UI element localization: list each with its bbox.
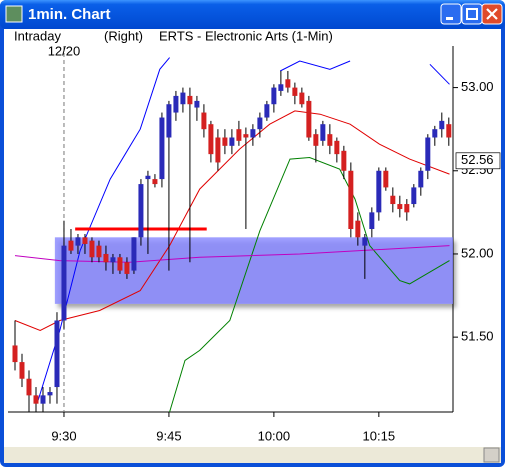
candle-body [243, 134, 249, 138]
candle-body [376, 170, 382, 213]
last-price-box [455, 152, 501, 170]
candle-body [166, 104, 172, 138]
candle-body [61, 245, 67, 321]
candle-body [355, 220, 361, 238]
y-tick-label: 53.00 [461, 79, 494, 94]
candle-body [40, 395, 46, 404]
window-title: 1min. Chart [28, 6, 111, 23]
candle-body [418, 170, 424, 188]
candle-body [320, 124, 326, 141]
candle-body [397, 204, 403, 210]
candle-body [12, 345, 18, 363]
indicator-line [14, 110, 450, 332]
candle-body [250, 129, 256, 138]
header-mode: Intraday [14, 28, 61, 43]
candle-body [215, 137, 221, 163]
separator-label: 12/20 [48, 43, 81, 58]
candle-body [138, 184, 144, 238]
candle-body [208, 124, 214, 155]
y-tick-label: 52.00 [461, 245, 494, 260]
candle-body [285, 79, 291, 88]
candle-body [110, 257, 116, 263]
last-price-label: 52.56 [461, 152, 494, 167]
close-button[interactable] [481, 3, 503, 25]
candle-body [89, 240, 95, 258]
candle-body [257, 117, 263, 130]
candle-body [152, 179, 158, 185]
window-icon [5, 5, 23, 23]
candle-body [236, 129, 242, 141]
candle-body [117, 257, 123, 271]
candle-body [159, 117, 165, 180]
x-tick-label: 10:00 [258, 428, 291, 443]
candle-body [439, 120, 445, 130]
candle-body [194, 100, 200, 108]
candle-body [201, 112, 207, 130]
candle-body [19, 362, 25, 379]
candle-body [264, 104, 270, 118]
indicator-line [37, 57, 450, 401]
indicator-line [169, 156, 450, 413]
header-symbol: ERTS - Electronic Arts (1-Min) [159, 28, 333, 43]
maximize-button[interactable] [461, 3, 483, 25]
candle-body [362, 237, 368, 246]
x-tick-label: 9:30 [51, 428, 76, 443]
candle-body [145, 175, 151, 180]
candle-body [47, 392, 53, 396]
x-tick-label: 9:45 [156, 428, 181, 443]
candle-body [131, 237, 137, 271]
candle-body [96, 245, 102, 258]
candle-body [103, 253, 109, 263]
candle-body [446, 124, 452, 138]
candle-body [26, 378, 32, 396]
candle-body [306, 100, 312, 138]
candle-body [222, 137, 228, 146]
header-side: (Right) [104, 28, 143, 43]
candle-body [75, 237, 81, 246]
candle-body [278, 84, 284, 91]
candle-body [82, 237, 88, 244]
candle-body [180, 92, 186, 105]
candle-body [68, 240, 74, 251]
candle-body [313, 134, 319, 146]
candle-body [390, 195, 396, 205]
candle-body [33, 395, 39, 404]
candle-body [411, 187, 417, 205]
candle-body [187, 95, 193, 105]
candle-body [334, 140, 340, 155]
candle-body [124, 262, 130, 274]
y-tick-label: 51.50 [461, 329, 494, 344]
candle-body [173, 95, 179, 113]
candle-body [404, 204, 410, 213]
candle-body [327, 134, 333, 146]
candle-body [299, 92, 305, 105]
candle-body [425, 137, 431, 171]
candle-body [54, 320, 60, 388]
status-strip [4, 447, 501, 463]
candle-body [432, 129, 438, 138]
minimize-button[interactable] [440, 3, 462, 25]
indicator-line [14, 245, 450, 263]
candle-body [369, 212, 375, 229]
candle-body [292, 87, 298, 96]
x-tick-label: 10:15 [363, 428, 396, 443]
candle-body [383, 170, 389, 188]
title-bar [0, 0, 505, 29]
candle-body [348, 170, 354, 229]
candle-body [271, 87, 277, 105]
resize-button[interactable] [483, 447, 500, 463]
candle-body [229, 137, 235, 146]
candle-body [341, 150, 347, 171]
